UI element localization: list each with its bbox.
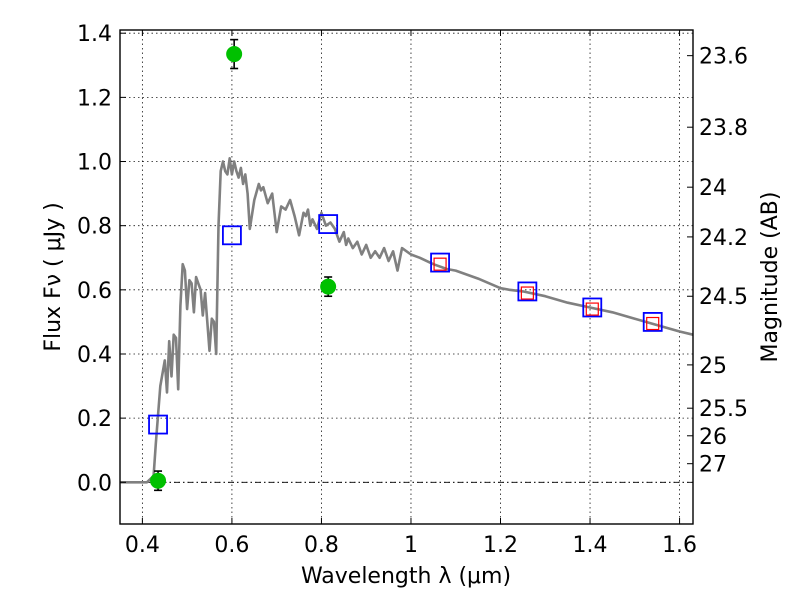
x-axis-label: Wavelength λ (μm) [301,564,511,589]
model-photometry-square [517,281,538,302]
y-tick-label: 0.8 [77,215,112,240]
y-tick-label: 0.6 [77,279,112,304]
right-tick-label: 25.5 [699,397,748,422]
x-tick-label: 1.2 [483,533,518,558]
x-tick-label: 0.8 [304,533,339,558]
y-tick-label: 1.0 [77,151,112,176]
right-tick-label: 23.6 [699,45,748,70]
right-tick-label: 25 [699,354,727,379]
model-photometry-square [222,225,242,246]
observed-flux-point [320,278,337,295]
template-photometry-square [585,302,599,316]
right-axis-label: Magnitude (AB) [758,192,783,363]
template-photometry-square [433,257,447,271]
tick-layer: 0.4 0.6 0.8 1 1.2 1.4 1.6 0.0 0.2 0.4 0.6 0.8 1.0 1.2… [77,22,748,558]
y-tick-label: 0.4 [77,343,112,368]
right-tick-label: 24.5 [699,285,748,310]
right-tick-label: 23.8 [699,116,748,141]
right-tick-label: 24 [699,176,727,201]
x-tick-label: 0.6 [214,533,249,558]
template-photometry-square [520,286,534,300]
x-tick-label: 1.6 [662,533,697,558]
right-tick-label: 27 [699,453,727,478]
y-tick-label: 0.2 [77,407,112,432]
plot-frame [119,29,694,525]
sed-line [120,157,694,484]
x-tick-label: 1 [404,533,418,558]
y-tick-label: 0.0 [77,471,112,496]
model-photometry-square [318,214,339,234]
observed-flux-point [150,472,167,489]
right-tick-label: 26 [699,425,727,450]
data-layer [120,38,694,492]
right-tick-label: 24.2 [699,226,748,251]
x-tick-label: 0.4 [125,533,160,558]
observed-flux-point [226,46,243,63]
y-tick-label: 1.4 [77,22,112,47]
template-photometry-square [646,316,660,331]
model-photometry-square [642,312,663,332]
model-photometry-square [582,297,603,318]
y-axis-label: Flux Fν ( μJy ) [41,202,66,351]
grid-layer [120,30,693,524]
model-photometry-square [430,252,450,273]
x-tick-label: 1.4 [573,533,608,558]
y-tick-label: 1.2 [77,86,112,111]
model-photometry-square [148,414,168,435]
